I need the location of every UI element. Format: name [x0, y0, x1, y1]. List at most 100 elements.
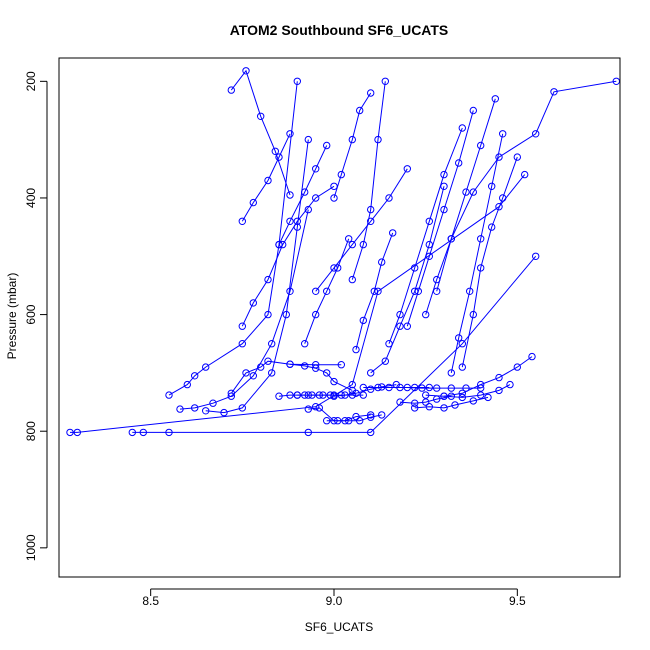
data-point [425, 217, 433, 226]
data-point [455, 159, 463, 167]
data-point [352, 345, 360, 354]
data-point [458, 363, 466, 371]
data-point [499, 194, 507, 202]
series-line-4 [179, 209, 309, 410]
data-point [469, 397, 477, 405]
data-point [293, 217, 301, 226]
data-point [422, 398, 430, 406]
series-line-25 [425, 98, 496, 315]
y-axis-label: Pressure (mbar) [5, 273, 19, 360]
data-point [227, 86, 236, 94]
data-point [433, 384, 441, 392]
data-point [312, 194, 320, 202]
data-point [356, 106, 364, 115]
data-point [304, 205, 312, 214]
data-point [330, 377, 338, 386]
data-point [370, 287, 378, 295]
data-point [257, 112, 265, 121]
data-point [396, 398, 404, 406]
data-point [367, 89, 375, 97]
data-point [286, 360, 294, 368]
data-point [447, 384, 455, 392]
data-point [359, 316, 367, 325]
data-point [385, 194, 393, 202]
data-point [381, 77, 389, 86]
data-point [433, 395, 441, 403]
data-point [326, 391, 334, 399]
series-line-24 [406, 110, 474, 327]
data-point [286, 391, 294, 399]
data-point [312, 403, 320, 411]
data-point [249, 198, 258, 207]
data-point [455, 334, 463, 342]
y-tick-label: 600 [24, 304, 38, 324]
data-point [425, 252, 433, 260]
data-point [469, 310, 477, 319]
data-point [315, 391, 323, 399]
series-line-21 [443, 356, 533, 397]
data-point [209, 399, 217, 407]
y-tick-label: 800 [24, 421, 38, 441]
data-point [466, 287, 474, 295]
data-point [411, 399, 419, 407]
data-point [367, 205, 375, 214]
data-point [425, 403, 433, 411]
data-point [348, 391, 356, 399]
data-point [359, 383, 367, 392]
data-point [506, 380, 514, 389]
data-point [469, 106, 477, 115]
series-line-2 [132, 255, 537, 433]
series-line-30 [436, 80, 617, 292]
data-point [286, 130, 294, 138]
data-point [418, 384, 426, 392]
data-point [139, 428, 148, 437]
data-point [202, 407, 210, 415]
data-point [513, 153, 521, 161]
data-point [301, 340, 309, 348]
data-point [359, 240, 367, 249]
data-point [385, 383, 393, 392]
data-point [341, 391, 349, 399]
data-point [312, 364, 320, 372]
data-point [451, 401, 459, 409]
data-point [477, 235, 485, 243]
series-line-26 [450, 133, 504, 374]
data-point [359, 391, 367, 399]
data-point [477, 391, 485, 399]
data-point [282, 310, 290, 319]
data-point [367, 217, 375, 226]
data-point [242, 67, 250, 75]
data-point [488, 223, 496, 231]
data-point [73, 428, 82, 437]
data-point [378, 411, 386, 419]
data-point [238, 340, 247, 348]
data-point [477, 141, 485, 150]
data-point [440, 205, 448, 214]
data-point [422, 391, 430, 399]
data-point [286, 191, 294, 199]
data-point [425, 383, 433, 392]
data-point [323, 417, 331, 425]
series-line-28 [351, 81, 386, 280]
data-point [304, 135, 312, 144]
data-point [389, 229, 397, 237]
data-point [403, 322, 411, 330]
data-point [238, 217, 247, 226]
data-point [257, 363, 265, 371]
data-point [495, 153, 503, 161]
data-point [469, 188, 477, 196]
data-point [458, 340, 466, 348]
data-point [396, 310, 404, 319]
data-point [532, 252, 540, 260]
axes: 8.5 9.0 9.5 200 400 600 800 1000 [24, 57, 621, 608]
data-point [323, 141, 331, 150]
data-point [227, 389, 236, 397]
data-point [447, 392, 455, 400]
data-point [337, 361, 345, 369]
data-point [330, 194, 338, 202]
data-point [271, 147, 279, 156]
data-point [323, 369, 331, 377]
data-point [220, 408, 228, 417]
data-point [367, 411, 375, 419]
data-point [238, 404, 247, 412]
